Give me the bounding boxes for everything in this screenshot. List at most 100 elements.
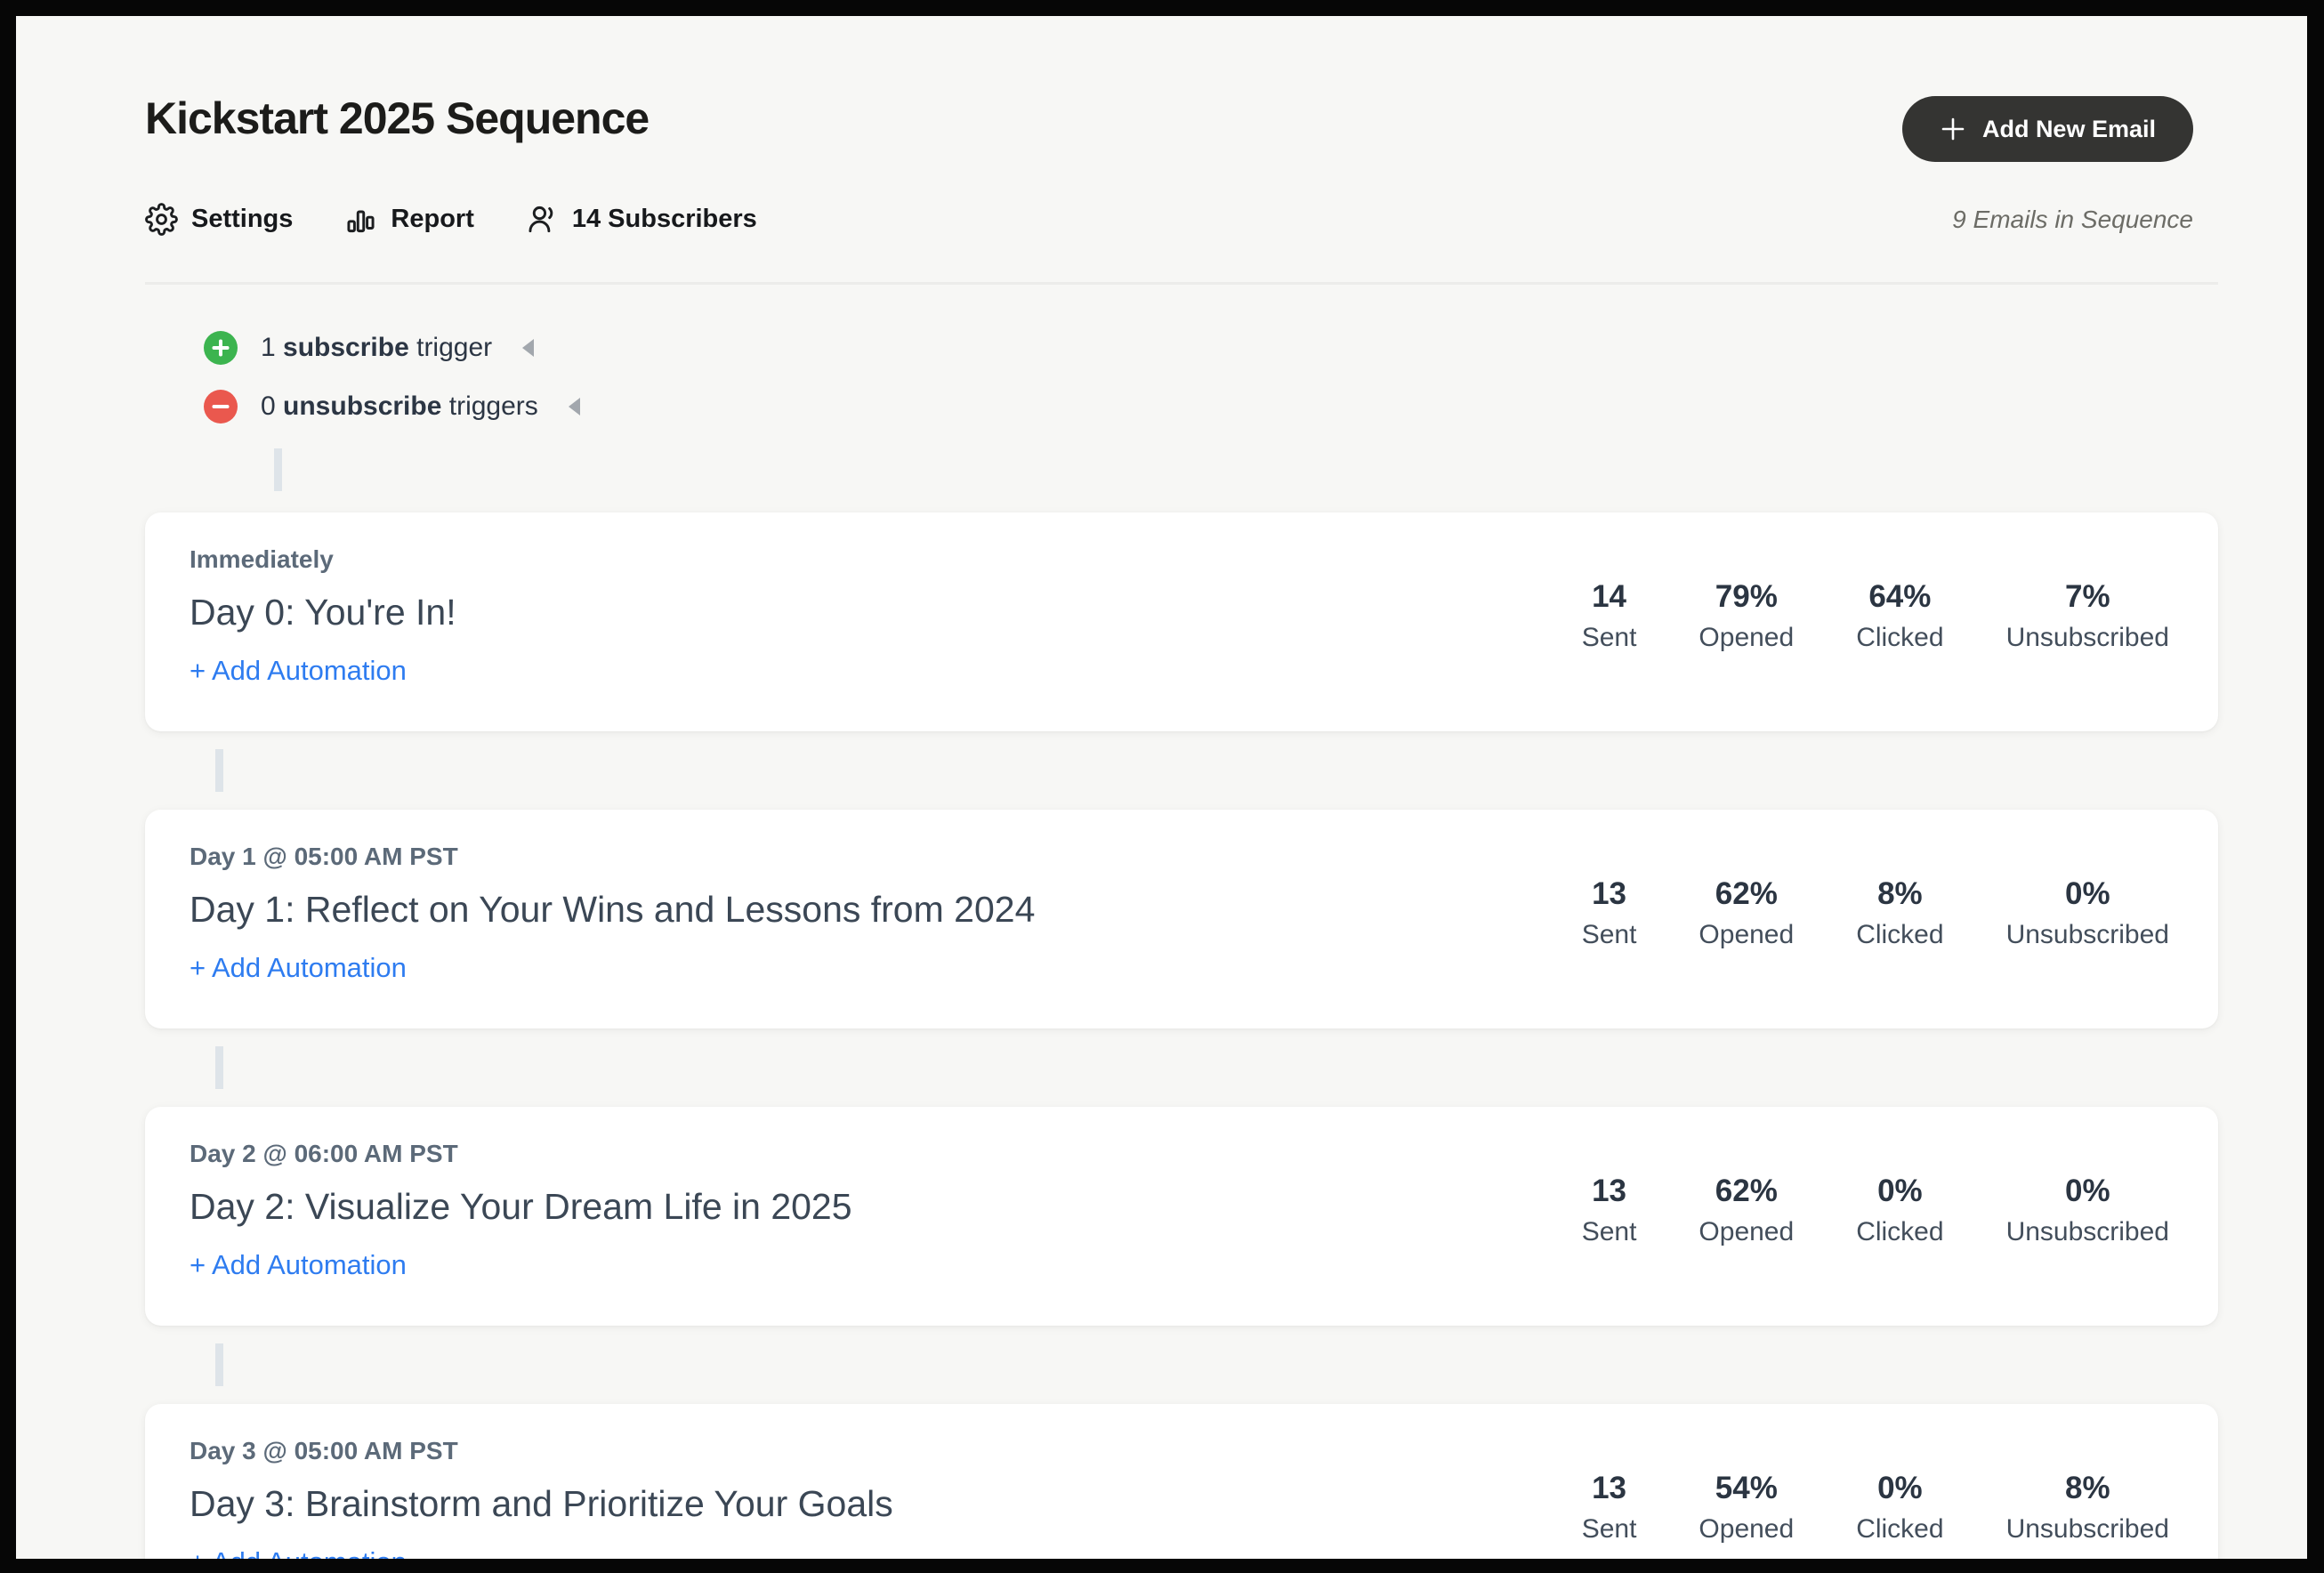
email-card-main: Day 2 @ 06:00 AM PST Day 2: Visualize Yo…: [190, 1139, 1582, 1281]
stat-value: 8%: [2064, 1470, 2110, 1505]
app-canvas: Kickstart 2025 Sequence Add New Email Se…: [16, 16, 2307, 1559]
stat-label: Unsubscribed: [2005, 1513, 2169, 1544]
stat-clicked: 0% Clicked: [1856, 1174, 1943, 1247]
stat-label: Opened: [1699, 1513, 1795, 1544]
email-card[interactable]: Day 2 @ 06:00 AM PST Day 2: Visualize Yo…: [145, 1107, 2218, 1326]
stat-value: 13: [1592, 1470, 1627, 1505]
stat-value: 64%: [1868, 578, 1932, 614]
unsubscribe-trigger-label: 0 unsubscribe triggers: [261, 391, 538, 421]
page-header: Kickstart 2025 Sequence Add New Email: [145, 93, 2218, 162]
email-title[interactable]: Day 0: You're In!: [190, 592, 456, 633]
stat-value: 62%: [1715, 1173, 1778, 1208]
stat-unsubscribed: 7% Unsubscribed: [2006, 579, 2169, 653]
email-card-main: Day 1 @ 05:00 AM PST Day 1: Reflect on Y…: [190, 842, 1582, 984]
add-automation-link[interactable]: + Add Automation: [190, 952, 407, 983]
unsubscribe-trigger-row[interactable]: 0 unsubscribe triggers: [204, 390, 2218, 424]
stat-label: Clicked: [1856, 919, 1944, 949]
stat-label: Clicked: [1856, 622, 1944, 652]
tab-report-label: Report: [391, 205, 474, 233]
stat-label: Clicked: [1856, 1216, 1944, 1246]
email-schedule: Day 3 @ 05:00 AM PST: [190, 1437, 458, 1464]
gear-icon: [145, 203, 178, 236]
stat-value: 8%: [1877, 875, 1923, 911]
page-title: Kickstart 2025 Sequence: [145, 93, 650, 143]
stat-label: Sent: [1581, 919, 1637, 949]
stat-sent: 13 Sent: [1582, 876, 1637, 950]
stat-value: 62%: [1715, 875, 1778, 911]
email-card-main: Day 3 @ 05:00 AM PST Day 3: Brainstorm a…: [190, 1436, 1582, 1559]
tab-report[interactable]: Report: [344, 203, 474, 236]
stat-label: Sent: [1581, 1513, 1637, 1544]
flow-connector: [215, 1046, 223, 1089]
flow-connector: [274, 448, 282, 491]
stat-value: 0%: [1877, 1470, 1923, 1505]
tab-settings[interactable]: Settings: [145, 203, 293, 236]
stat-value: 13: [1592, 875, 1627, 911]
stat-label: Opened: [1699, 919, 1795, 949]
email-card[interactable]: Day 1 @ 05:00 AM PST Day 1: Reflect on Y…: [145, 810, 2218, 1028]
stat-sent: 14 Sent: [1582, 579, 1637, 653]
emails-in-sequence-note: 9 Emails in Sequence: [1952, 205, 2193, 233]
stat-value: 0%: [2064, 875, 2110, 911]
stat-value: 54%: [1715, 1470, 1778, 1505]
email-schedule: Day 2 @ 06:00 AM PST: [190, 1140, 458, 1167]
stat-label: Sent: [1581, 622, 1637, 652]
stat-clicked: 0% Clicked: [1856, 1471, 1943, 1545]
stat-value: 0%: [2064, 1173, 2110, 1208]
tab-subscribers-label: 14 Subscribers: [571, 205, 757, 233]
stat-value: 14: [1592, 578, 1627, 614]
collapse-arrow-icon: [568, 398, 580, 415]
email-stats: 13 Sent 54% Opened 0% Clicked 8% Unsubsc…: [1582, 1471, 2169, 1545]
tab-settings-label: Settings: [191, 205, 294, 233]
email-card[interactable]: Day 3 @ 05:00 AM PST Day 3: Brainstorm a…: [145, 1404, 2218, 1559]
plus-icon: [1941, 117, 1965, 141]
header-divider: [145, 282, 2218, 285]
stat-value: 7%: [2064, 578, 2110, 614]
stat-sent: 13 Sent: [1582, 1174, 1637, 1247]
add-automation-link[interactable]: + Add Automation: [190, 655, 407, 686]
stat-opened: 62% Opened: [1699, 876, 1794, 950]
stat-label: Opened: [1699, 1216, 1795, 1246]
stat-value: 13: [1592, 1173, 1627, 1208]
stat-opened: 62% Opened: [1699, 1174, 1794, 1247]
email-title[interactable]: Day 1: Reflect on Your Wins and Lessons …: [190, 889, 1036, 930]
people-icon: [529, 206, 553, 233]
meta-row: Settings Report 14 Sub: [145, 203, 2218, 236]
email-title[interactable]: Day 2: Visualize Your Dream Life in 2025: [190, 1186, 852, 1227]
stat-label: Opened: [1699, 622, 1795, 652]
stat-clicked: 64% Clicked: [1856, 579, 1943, 653]
subscribe-trigger-label: 1 subscribe trigger: [261, 333, 493, 362]
stat-unsubscribed: 0% Unsubscribed: [2006, 876, 2169, 950]
subscribe-trigger-row[interactable]: 1 subscribe trigger: [204, 331, 2218, 365]
email-stats: 13 Sent 62% Opened 0% Clicked 0% Unsubsc…: [1582, 1174, 2169, 1247]
add-automation-link[interactable]: + Add Automation: [190, 1249, 407, 1280]
tab-subscribers[interactable]: 14 Subscribers: [526, 203, 757, 236]
sequence-tabs: Settings Report 14 Sub: [145, 203, 757, 236]
add-new-email-label: Add New Email: [1981, 115, 2156, 142]
stat-clicked: 8% Clicked: [1856, 876, 1943, 950]
minus-circle-icon: [204, 390, 238, 424]
collapse-arrow-icon: [522, 339, 535, 357]
email-stats: 14 Sent 79% Opened 64% Clicked 7% Unsubs…: [1582, 579, 2169, 653]
flow-connector: [215, 1343, 223, 1386]
stat-unsubscribed: 8% Unsubscribed: [2006, 1471, 2169, 1545]
bar-chart-icon: [347, 210, 375, 233]
stat-opened: 79% Opened: [1699, 579, 1794, 653]
email-title[interactable]: Day 3: Brainstorm and Prioritize Your Go…: [190, 1483, 893, 1524]
email-card[interactable]: Immediately Day 0: You're In! + Add Auto…: [145, 512, 2218, 731]
email-card-main: Immediately Day 0: You're In! + Add Auto…: [190, 544, 1582, 687]
stat-sent: 13 Sent: [1582, 1471, 1637, 1545]
plus-circle-icon: [204, 331, 238, 365]
stat-opened: 54% Opened: [1699, 1471, 1794, 1545]
sequence-page: Kickstart 2025 Sequence Add New Email Se…: [16, 16, 2307, 1559]
stat-value: 0%: [1877, 1173, 1923, 1208]
add-new-email-button[interactable]: Add New Email: [1901, 96, 2193, 162]
stat-value: 79%: [1715, 578, 1778, 614]
stat-label: Unsubscribed: [2005, 919, 2169, 949]
stat-label: Unsubscribed: [2005, 1216, 2169, 1246]
email-schedule: Immediately: [190, 545, 334, 573]
stat-unsubscribed: 0% Unsubscribed: [2006, 1174, 2169, 1247]
stat-label: Clicked: [1856, 1513, 1944, 1544]
trigger-section: 1 subscribe trigger 0 unsubscribe trigge…: [204, 331, 2218, 491]
add-automation-link[interactable]: + Add Automation: [190, 1546, 407, 1559]
